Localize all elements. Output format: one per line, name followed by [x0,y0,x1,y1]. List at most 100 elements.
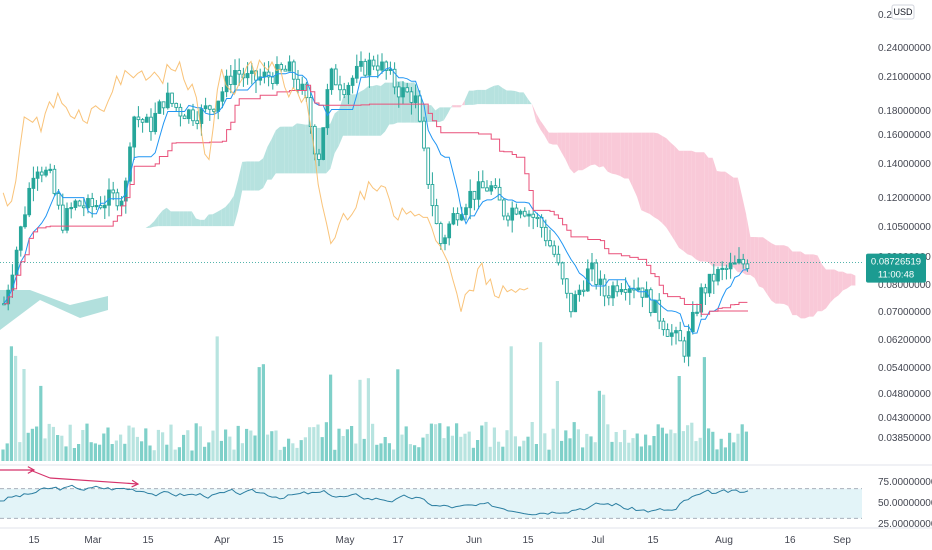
candle-body [703,287,708,294]
candle-body [657,299,662,322]
cloud-segment [817,255,822,312]
volume-bar [341,436,345,461]
volume-bar [694,441,698,461]
volume-bar [324,422,328,461]
volume-bar [434,424,438,461]
cloud-segment [834,269,839,299]
cloud-segment [700,152,705,262]
candle-body [392,68,397,88]
cloud-segment [532,104,537,122]
candle-body [518,210,523,215]
cloud-segment [813,254,818,317]
candle-body [606,295,611,299]
volume-bar [312,427,316,461]
volume-bar [81,430,85,461]
cloud-segment [305,124,310,174]
volume-bar [383,437,387,461]
volume-bar [72,448,76,461]
candle-body [39,171,44,176]
cloud-segment [830,269,835,303]
cloud-segment [481,89,486,105]
cloud-segment [263,146,268,188]
cloud-segment [149,221,154,228]
cloud-segment [498,85,503,105]
volume-bar [261,364,265,461]
volume-bar [232,449,236,461]
candle-body [60,204,65,231]
candle-body [107,189,111,206]
volume-bar [518,446,522,461]
volume-bar [744,431,748,461]
volume-bar [551,428,555,461]
candle-body [401,87,405,98]
candle-body [682,340,687,357]
cloud-segment [578,132,583,171]
candle-body [485,187,489,192]
tenkan-line [3,66,748,334]
volume-bar [190,450,194,461]
volume-bar [156,429,160,461]
volume-bar [144,428,148,461]
candle-body [191,109,195,122]
candle-body [690,311,695,333]
time-tick-label: Sep [833,535,851,546]
candle-body [569,292,573,313]
cloud-segment [670,142,675,241]
cloud-segment [301,123,306,174]
candle-body [132,116,137,148]
volume-bar [408,444,412,461]
cloud-segment [116,288,121,297]
cloud-segment [616,132,621,177]
candle-body [594,262,599,285]
rsi-tick-label: 75.00000000 [878,477,932,488]
volume-bar [572,422,576,461]
cloud-segment [271,130,276,180]
volume-bar [148,445,152,461]
volume-bar [497,441,501,461]
candle-body [665,329,670,337]
cloud-segment [196,218,201,227]
cloud-segment [158,210,163,227]
volume-bar [114,440,118,461]
cloud-segment [733,177,738,273]
candle-body [724,267,729,270]
candle-body [249,70,254,74]
candle-body [472,190,477,200]
volume-bar [425,433,429,461]
time-tick-label: 15 [522,535,534,546]
volume-bar [467,431,471,461]
candle-body [233,70,237,86]
candle-body [367,59,372,76]
volume-bar [450,435,454,461]
cloud-segment [175,211,180,227]
cloud-segment [767,240,772,301]
cloud-segment [217,209,222,227]
volume-bar [203,446,207,461]
volume-bar [421,437,425,461]
volume-bar [690,422,694,461]
cloud-segment [162,207,167,227]
volume-bar [236,425,240,461]
candle-body [581,289,586,292]
candle-body [199,108,204,124]
currency-badge[interactable] [891,4,915,20]
volume-bar [295,447,299,461]
cloud-segment [191,211,196,227]
candle-body [371,59,376,67]
volume-bar [476,440,480,461]
cloud-segment [674,146,679,248]
volume-bar [719,438,723,461]
cloud-segment [443,107,448,121]
price-tick-label: 0.04800000 [878,389,931,400]
divergence-connector [29,469,51,479]
cloud-segment [687,150,692,256]
candle-body [409,91,414,103]
candle-body [182,115,187,120]
candle-body [531,213,536,218]
cloud-segment [784,245,789,306]
volume-bar [522,440,526,461]
volume-bar [417,447,421,461]
candle-body [426,147,431,185]
